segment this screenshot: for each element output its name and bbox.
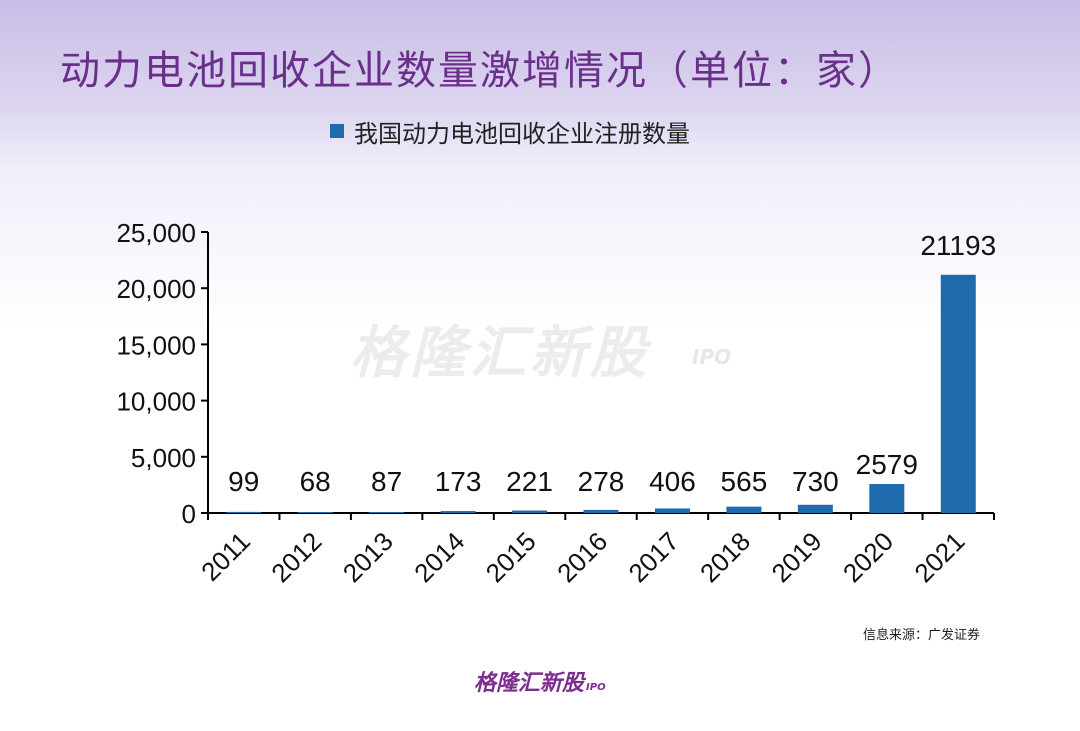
data-label: 406 [649,466,696,497]
x-tick-label: 2020 [837,526,899,588]
bar [654,508,690,513]
x-tick-label: 2019 [765,526,827,588]
legend-swatch [330,124,344,138]
bar [369,512,405,513]
data-label: 730 [792,466,839,497]
x-tick-label: 2021 [908,526,970,588]
bar [583,509,619,513]
x-tick-label: 2018 [694,526,756,588]
x-tick-label: 2013 [337,526,399,588]
data-label: 87 [371,466,402,497]
y-tick-label: 5,000 [131,443,196,473]
data-label: 173 [435,466,482,497]
data-label: 565 [721,466,768,497]
bar [440,511,476,513]
x-tick-label: 2015 [480,526,542,588]
x-tick-label: 2017 [623,526,685,588]
bar [940,274,976,513]
y-tick-label: 0 [182,499,196,529]
y-tick-label: 20,000 [116,274,196,304]
watermark-sub: IPO [692,345,732,369]
brand-sub: IPO [586,682,606,693]
data-label: 278 [578,466,625,497]
y-tick-label: 10,000 [116,387,196,417]
x-tick-label: 2016 [551,526,613,588]
y-tick-label: 25,000 [116,218,196,248]
x-tick-label: 2014 [408,526,470,588]
data-label: 221 [506,466,553,497]
chart-legend: 我国动力电池回收企业注册数量 [330,116,690,148]
page-title: 动力电池回收企业数量激增情况（单位：家） [60,48,900,94]
bar [297,512,333,513]
data-label: 99 [228,466,259,497]
bar [512,510,548,513]
bar [226,511,262,513]
legend-label: 我国动力电池回收企业注册数量 [354,119,690,148]
y-tick-label: 15,000 [116,330,196,360]
data-label: 2579 [856,449,918,480]
x-tick-label: 2011 [195,526,256,587]
data-label: 21193 [920,230,996,261]
bar [869,484,905,513]
data-label: 68 [300,466,331,497]
source-note: 信息来源：广发证券 [862,628,980,643]
brand-logo: 格隆汇新股 IPO [474,665,606,697]
watermark: 格隆汇新股 [350,321,650,386]
bar [797,504,833,513]
bar [726,506,762,513]
brand-name: 格隆汇新股 [474,671,585,696]
x-tick-label: 2012 [265,526,327,588]
